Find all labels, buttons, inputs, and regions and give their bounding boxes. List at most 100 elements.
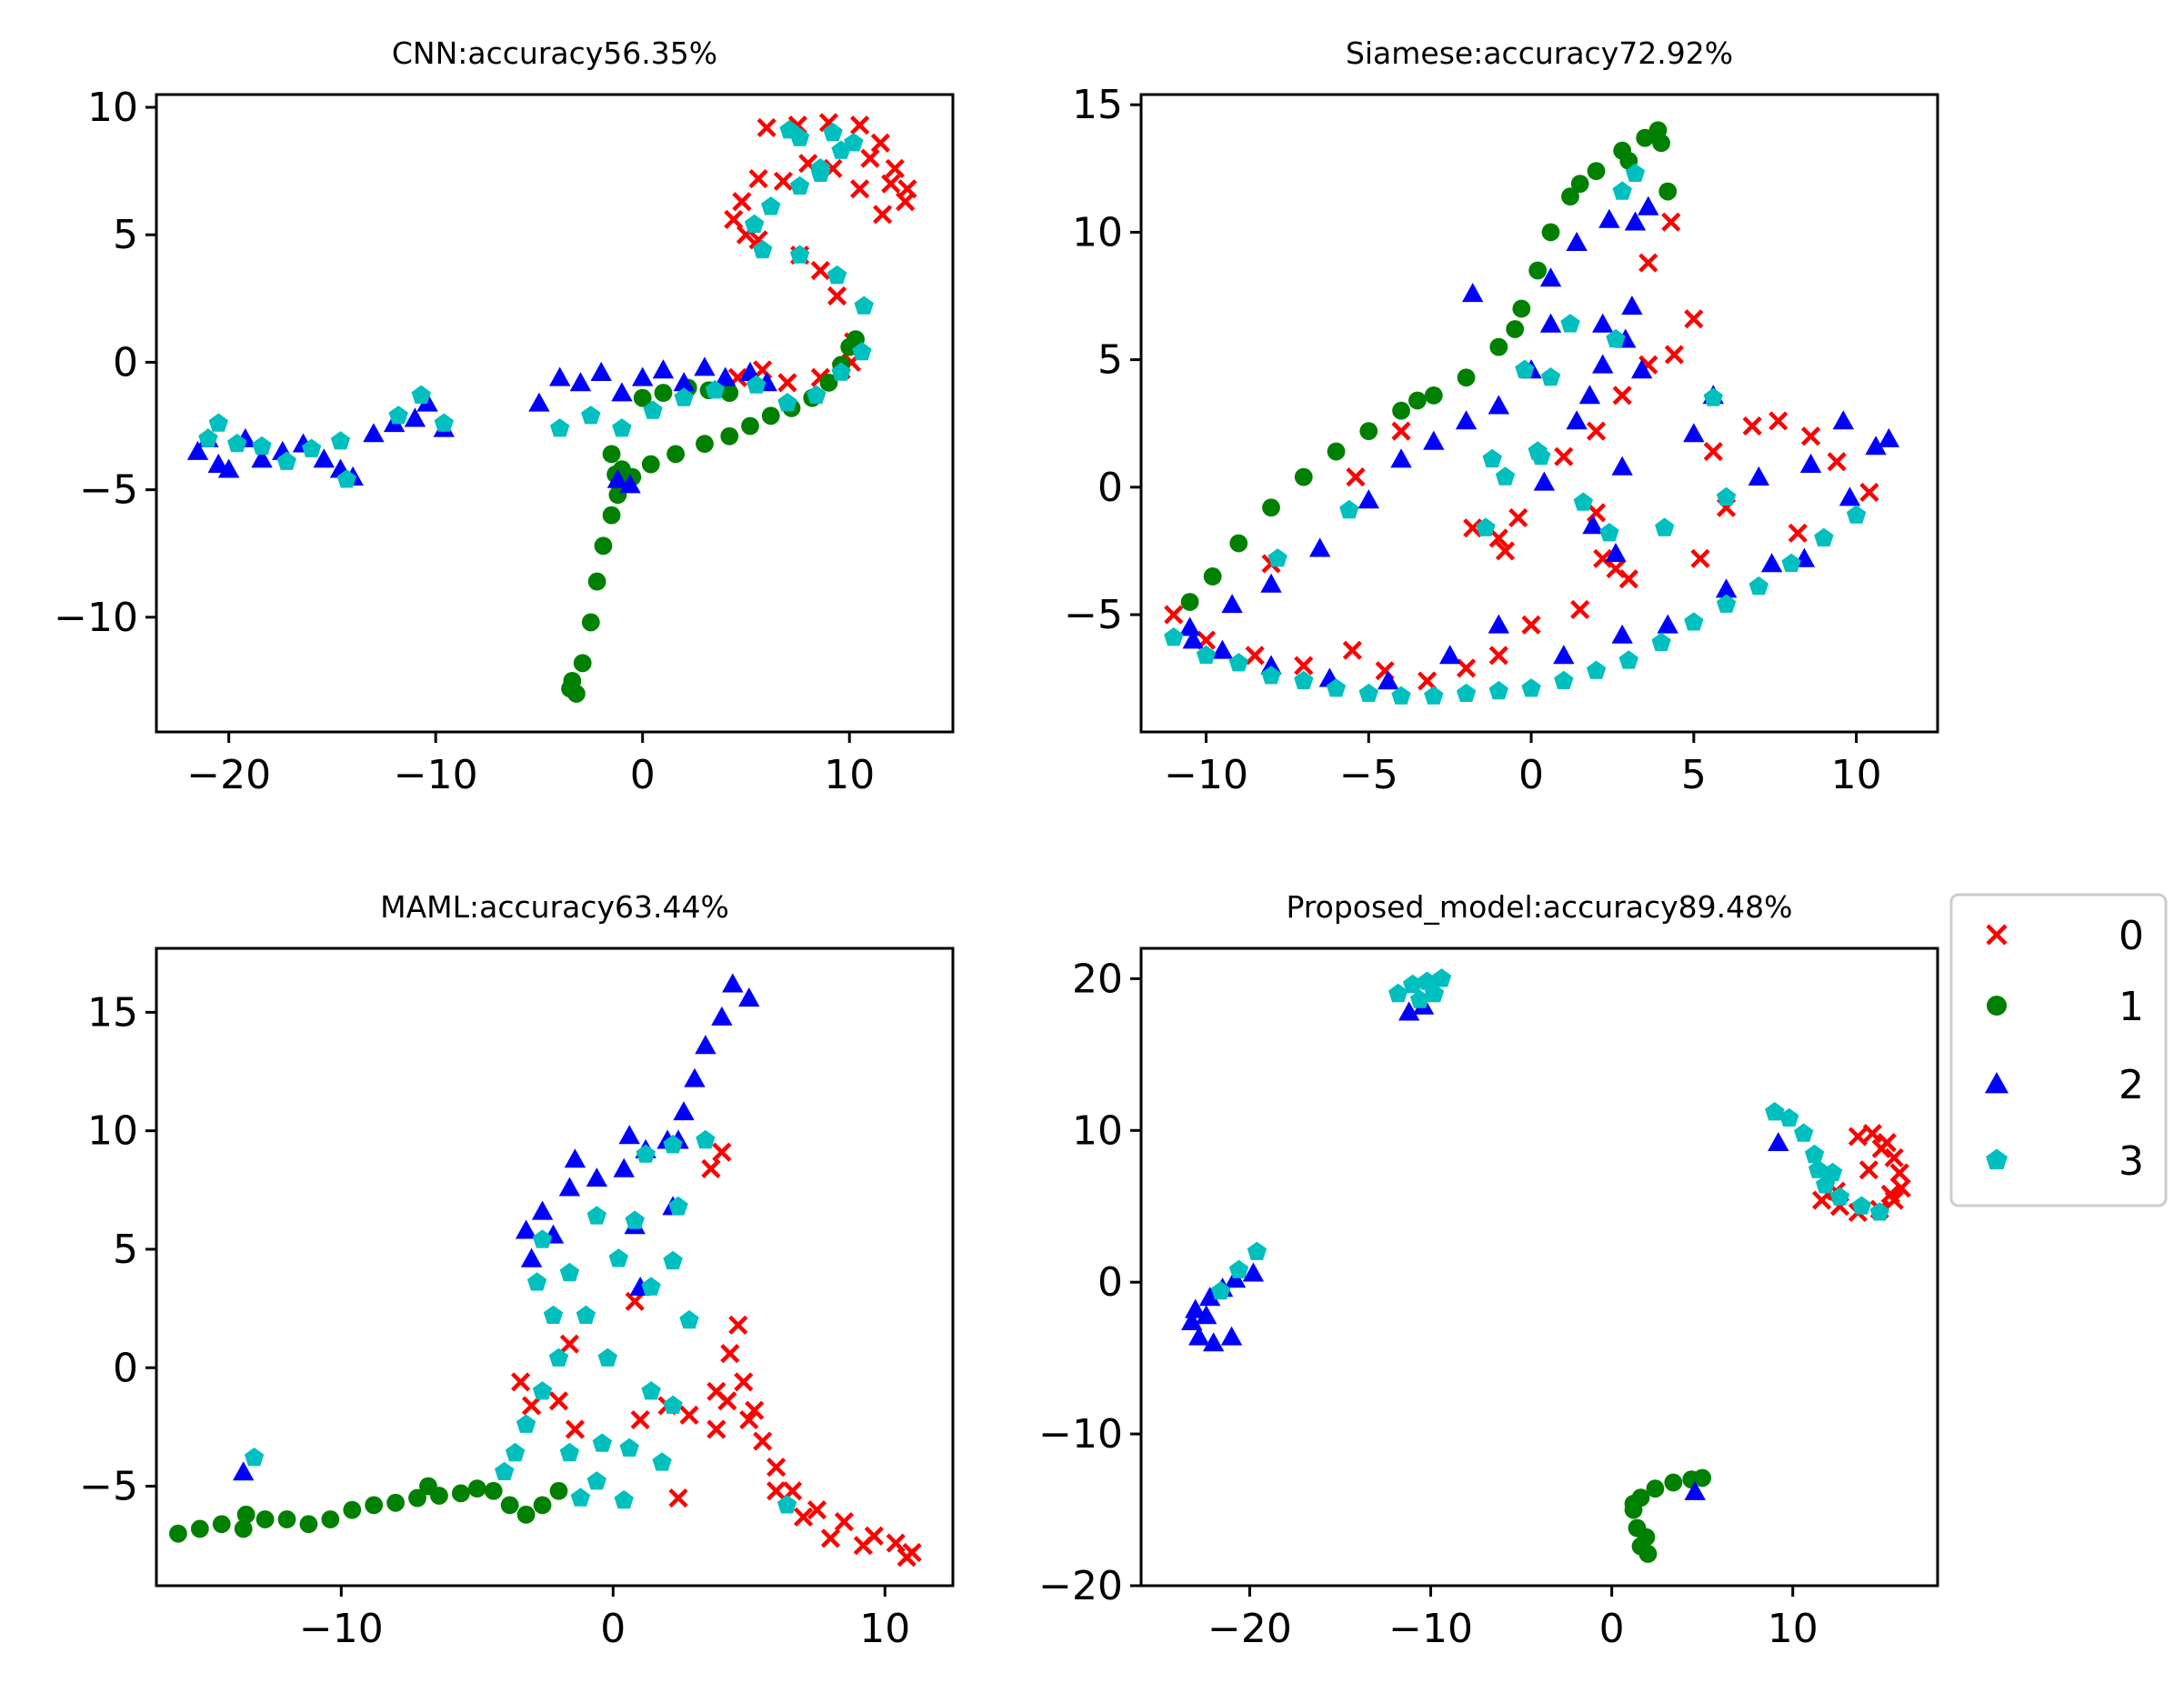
- pentagon-marker: [532, 1381, 553, 1400]
- triangle-marker: [1657, 614, 1678, 634]
- x-marker: [793, 1507, 814, 1528]
- circle-marker: [1570, 175, 1589, 194]
- circle-marker: [277, 1510, 296, 1528]
- circle-marker: [1587, 162, 1606, 181]
- x-marker: [625, 1291, 645, 1311]
- pentagon-marker: [1703, 387, 1723, 406]
- triangle-marker: [1592, 354, 1614, 374]
- circle-marker: [1658, 182, 1678, 201]
- circle-marker: [386, 1493, 405, 1512]
- triangle-marker: [1878, 427, 1900, 447]
- x-marker: [827, 286, 847, 306]
- circle-marker: [720, 384, 739, 402]
- triangle-marker: [1605, 543, 1627, 563]
- x-tick-label: 10: [859, 1606, 910, 1652]
- pentagon-marker: [1625, 163, 1646, 182]
- triangle-marker: [313, 448, 336, 468]
- pentagon-marker: [612, 418, 632, 437]
- x-marker: [679, 1405, 699, 1425]
- pentagon-marker: [1781, 553, 1801, 572]
- pentagon-marker: [532, 1229, 553, 1248]
- pentagon-marker: [559, 1442, 580, 1462]
- circle-marker: [236, 1505, 255, 1524]
- x-marker: [1703, 441, 1723, 462]
- pentagon-marker: [1409, 989, 1430, 1008]
- circle-marker: [1506, 320, 1525, 338]
- circle-marker: [696, 435, 714, 454]
- y-tick-label: 0: [1097, 465, 1123, 511]
- circle-marker: [451, 1484, 470, 1503]
- triangle-marker: [1799, 453, 1822, 473]
- triangle-marker: [186, 440, 209, 460]
- x-marker: [745, 1400, 765, 1420]
- triangle-marker: [1539, 267, 1562, 287]
- pentagon-marker: [641, 1381, 661, 1400]
- pentagon-marker: [744, 214, 765, 234]
- x-marker: [1811, 1190, 1832, 1210]
- circle-marker: [641, 455, 660, 474]
- triangle-marker: [1221, 594, 1243, 614]
- circle-marker: [169, 1524, 187, 1543]
- pentagon-marker: [1228, 653, 1248, 672]
- circle-marker: [1652, 134, 1670, 153]
- triangle-marker: [1592, 313, 1614, 333]
- pentagon-marker: [641, 1277, 661, 1296]
- x-marker: [1788, 523, 1808, 543]
- x-marker: [766, 1481, 786, 1501]
- pentagon-marker: [411, 385, 431, 404]
- circle-marker: [190, 1519, 209, 1538]
- pentagon-marker: [434, 413, 454, 432]
- pentagon-marker: [495, 1461, 515, 1480]
- triangle-marker: [1638, 195, 1659, 215]
- triangle-marker: [695, 1035, 716, 1055]
- pentagon-marker: [252, 436, 272, 456]
- pentagon-marker: [1540, 367, 1561, 386]
- y-tick-label: −5: [1064, 592, 1123, 638]
- x-marker: [1612, 386, 1632, 406]
- pentagon-marker: [276, 451, 296, 470]
- pentagon-marker: [789, 245, 810, 264]
- pentagon-marker: [1431, 968, 1452, 987]
- y-tick-label: 20: [1072, 956, 1123, 1002]
- x-marker: [1889, 1163, 1909, 1183]
- pentagon-marker: [1716, 594, 1737, 613]
- x-marker: [860, 148, 880, 168]
- x-marker: [1346, 467, 1366, 487]
- x-marker: [1884, 1147, 1904, 1167]
- triangle-marker: [673, 372, 695, 392]
- x-marker: [734, 1372, 754, 1392]
- triangle-marker: [251, 448, 273, 468]
- triangle-marker: [1539, 313, 1562, 333]
- pentagon-marker: [643, 400, 663, 419]
- x-marker: [1827, 452, 1847, 472]
- pentagon-marker: [516, 1414, 536, 1433]
- x-marker: [1862, 1124, 1882, 1144]
- pentagon-marker: [1651, 632, 1671, 651]
- circle-marker: [365, 1496, 384, 1515]
- pentagon-marker: [696, 1129, 716, 1149]
- circle-marker: [1457, 368, 1476, 387]
- pentagon-marker: [663, 1395, 683, 1414]
- x-tick-label: −10: [299, 1606, 384, 1652]
- pentagon-marker: [674, 387, 694, 406]
- triangle-marker: [711, 1006, 733, 1026]
- triangle-marker: [1566, 410, 1588, 430]
- pentagon-marker: [1267, 548, 1287, 567]
- pentagon-marker: [705, 380, 725, 399]
- triangle-marker: [1488, 614, 1510, 634]
- y-tick-label: 5: [1097, 337, 1123, 384]
- plot-frame: [1139, 93, 1939, 734]
- pentagon-marker: [608, 1248, 628, 1267]
- pentagon-marker: [548, 1347, 569, 1367]
- pentagon-marker: [776, 1495, 797, 1514]
- x-tick-label: −20: [1207, 1606, 1292, 1652]
- x-marker: [668, 1488, 688, 1508]
- x-marker: [1684, 309, 1704, 329]
- y-tick-label: 10: [87, 85, 138, 131]
- subplot-title: Siamese:accuracy72.92%: [1346, 35, 1733, 71]
- circle-marker: [602, 445, 621, 464]
- triangle-marker: [1838, 486, 1861, 506]
- pentagon-marker: [852, 342, 872, 361]
- triangle-marker: [217, 458, 240, 478]
- x-marker: [810, 260, 830, 281]
